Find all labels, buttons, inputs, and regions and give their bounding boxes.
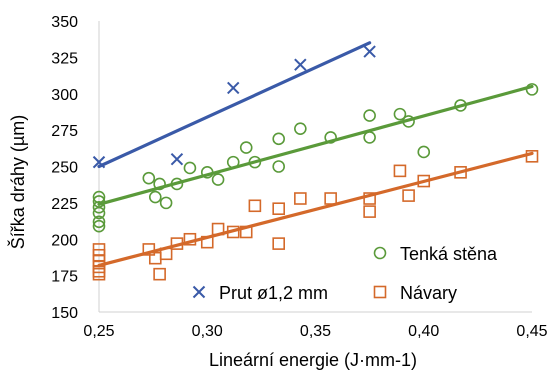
data-point <box>183 232 197 246</box>
data-point <box>248 155 262 169</box>
data-point <box>363 45 376 58</box>
y-axis: 150 175 200 225 250 275 300 325 350 <box>51 14 78 322</box>
data-point <box>92 215 106 229</box>
data-point <box>294 122 307 135</box>
x-axis: 0,25 0,30 0,35 0,40 0,45 <box>83 323 547 340</box>
y-tick-label: 150 <box>51 305 78 322</box>
data-point <box>92 267 106 281</box>
data-point <box>393 107 407 121</box>
legend-marker <box>373 246 387 260</box>
legend-label: Návary <box>400 283 457 303</box>
data-point <box>454 99 467 112</box>
data-point <box>170 237 184 250</box>
data-point <box>92 155 106 169</box>
legend-item: Prut ø1,2 mm <box>192 283 328 303</box>
data-point <box>159 247 173 261</box>
series-2 <box>92 41 376 169</box>
data-point <box>324 131 337 144</box>
x-marker-stroke <box>294 58 307 71</box>
data-point <box>393 164 407 178</box>
data-point <box>211 173 225 186</box>
data-point <box>142 171 156 185</box>
x-tick-label: 0,45 <box>516 323 547 340</box>
data-point <box>239 225 253 239</box>
data-point <box>402 189 415 202</box>
data-point <box>92 206 106 220</box>
legend: Tenká stěna Prut ø1,2 mm Návary <box>192 244 498 303</box>
data-point <box>142 243 156 256</box>
x-tick-label: 0,40 <box>408 323 439 340</box>
data-point <box>294 192 307 205</box>
data-point <box>239 141 253 154</box>
data-point <box>525 150 539 163</box>
legend-label: Tenká stěna <box>400 244 498 264</box>
data-point <box>272 160 285 173</box>
data-point <box>417 145 431 159</box>
x-tick-label: 0,30 <box>192 323 223 340</box>
data-point <box>363 131 376 144</box>
data-point <box>183 161 197 175</box>
x-marker-stroke <box>170 153 184 166</box>
data-point <box>324 192 337 205</box>
data-point <box>363 109 376 122</box>
legend-item: Tenká stěna <box>373 244 498 264</box>
data-point <box>92 200 106 214</box>
y-tick-label: 225 <box>51 196 78 213</box>
series-1 <box>92 83 539 233</box>
series-layer <box>92 41 539 281</box>
y-tick-label: 250 <box>51 160 78 177</box>
data-point <box>153 267 166 281</box>
data-point <box>200 235 214 249</box>
y-tick-label: 325 <box>51 50 78 67</box>
data-point <box>211 222 225 236</box>
y-tick-label: 275 <box>51 123 78 140</box>
legend-label: Prut ø1,2 mm <box>219 283 328 303</box>
legend-marker <box>192 285 206 299</box>
data-point <box>272 237 285 250</box>
y-tick-label: 300 <box>51 87 78 104</box>
data-point <box>170 177 184 191</box>
data-point <box>272 202 285 215</box>
legend-marker <box>373 285 387 299</box>
data-point <box>92 219 106 233</box>
data-point <box>417 174 431 188</box>
data-point <box>227 81 240 95</box>
data-point <box>363 192 376 205</box>
data-point <box>402 115 415 128</box>
legend-item: Návary <box>373 283 457 303</box>
data-point <box>525 83 539 96</box>
data-point <box>200 166 214 179</box>
x-marker-stroke <box>363 45 376 58</box>
x-marker-stroke <box>92 155 106 169</box>
trend-line <box>97 41 372 169</box>
data-point <box>454 166 467 179</box>
y-tick-label: 200 <box>51 232 78 249</box>
series-3 <box>92 150 539 281</box>
y-axis-title: Šířka dráhy (µm) <box>7 115 28 249</box>
y-tick-label: 350 <box>51 14 78 31</box>
data-point <box>272 132 285 146</box>
data-point <box>159 196 173 210</box>
x-marker-stroke <box>227 81 240 95</box>
x-tick-label: 0,35 <box>300 323 331 340</box>
data-point <box>92 190 106 204</box>
x-axis-title: Lineární energie (J·mm-1) <box>209 350 417 370</box>
data-point <box>363 205 376 218</box>
data-point <box>226 155 240 169</box>
data-point <box>148 190 162 204</box>
x-marker-stroke <box>192 285 206 299</box>
data-point <box>294 58 307 71</box>
data-point <box>153 177 166 191</box>
data-point <box>248 199 262 213</box>
data-point <box>226 225 240 239</box>
x-tick-label: 0,25 <box>83 323 114 340</box>
data-point <box>170 153 184 166</box>
y-tick-label: 175 <box>51 269 78 286</box>
